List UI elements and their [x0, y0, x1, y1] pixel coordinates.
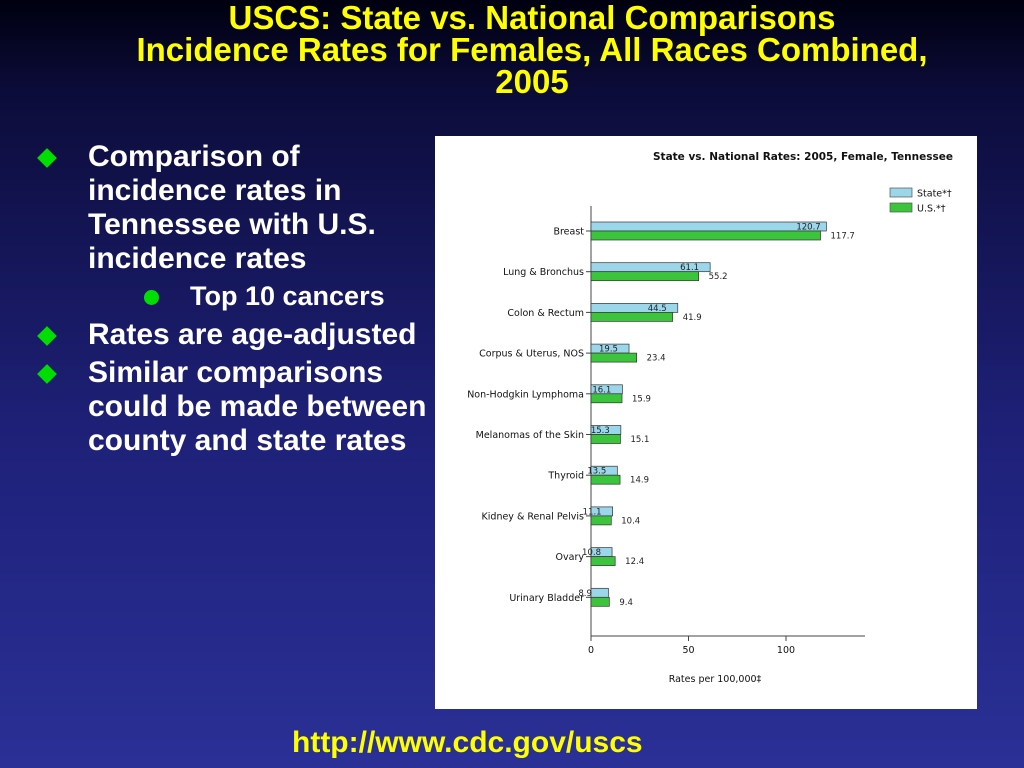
- data-label: 15.9: [632, 394, 651, 404]
- data-label: 23.4: [647, 354, 666, 364]
- data-label: 120.7: [796, 223, 820, 233]
- x-tick-label: 0: [588, 645, 594, 656]
- bar: [590, 434, 621, 444]
- bullet-item: Rates are age-adjusted: [37, 318, 438, 352]
- bullet-list: Comparison of incidence rates in Tenness…: [37, 140, 438, 462]
- bar: [590, 474, 621, 485]
- data-label: 13.5: [587, 467, 606, 477]
- x-axis-label: Rates per 100,000‡: [669, 674, 762, 685]
- category-label: Lung & Bronchus: [503, 267, 584, 278]
- source-url[interactable]: http://www.cdc.gov/uscs: [292, 726, 643, 759]
- data-label: 55.2: [709, 272, 728, 282]
- title-line-2: Incidence Rates for Females, All Races C…: [136, 31, 928, 68]
- chart-panel: State vs. National Rates: 2005, Female, …: [435, 136, 977, 709]
- bullet-text: Rates are age-adjusted: [88, 318, 417, 351]
- data-label: 8.9: [578, 589, 592, 599]
- bar-chart: State vs. National Rates: 2005, Female, …: [467, 151, 953, 685]
- category-label: Corpus & Uterus, NOS: [479, 349, 584, 360]
- bullet-text: Similar comparisons could be made betwee…: [88, 356, 427, 457]
- category-label: Ovary: [556, 552, 585, 563]
- category-label: Urinary Bladder: [509, 593, 584, 604]
- bullet-item: Similar comparisons could be made betwee…: [37, 356, 438, 458]
- bar: [590, 515, 612, 526]
- category-label: Colon & Rectum: [507, 308, 584, 319]
- data-label: 10.4: [621, 516, 640, 526]
- data-label: 11.1: [583, 507, 602, 517]
- diamond-bullet-icon: [37, 148, 57, 168]
- category-label: Breast: [553, 227, 584, 238]
- bar: [590, 556, 616, 566]
- category-label: Kidney & Renal Pelvis: [482, 511, 584, 522]
- data-label: 12.4: [625, 557, 644, 567]
- diamond-bullet-icon: [37, 364, 57, 384]
- sub-bullet-item: Top 10 cancers: [38, 280, 438, 312]
- title-line-1: USCS: State vs. National Comparisons: [228, 0, 836, 36]
- bullet-item: Comparison of incidence rates in Tenness…: [37, 140, 438, 276]
- bar: [590, 596, 610, 607]
- category-label: Melanomas of the Skin: [476, 430, 584, 441]
- bar: [590, 271, 699, 282]
- bar: [590, 393, 623, 404]
- data-label: 61.1: [680, 263, 699, 273]
- legend-swatch: [889, 187, 913, 198]
- bar: [590, 230, 821, 241]
- data-label: 9.4: [619, 598, 633, 608]
- diamond-bullet-icon: [37, 326, 57, 346]
- data-label: 10.8: [582, 548, 601, 558]
- data-label: 15.3: [591, 426, 610, 436]
- slide-title: USCS: State vs. National Comparisons Inc…: [0, 0, 1024, 100]
- x-tick-label: 100: [777, 645, 795, 656]
- data-label: 16.1: [592, 385, 611, 395]
- data-label: 41.9: [683, 313, 702, 323]
- legend-label: U.S.*†: [917, 204, 946, 215]
- title-line-3: 2005: [495, 63, 569, 100]
- bar: [590, 587, 609, 598]
- bullet-text: Comparison of incidence rates in Tenness…: [88, 140, 376, 275]
- bar: [590, 221, 827, 232]
- data-label: 44.5: [648, 304, 667, 314]
- data-label: 19.5: [599, 345, 618, 355]
- legend-swatch: [889, 202, 913, 213]
- sub-bullet-text: Top 10 cancers: [190, 281, 385, 311]
- x-tick-label: 50: [682, 645, 694, 656]
- bar: [590, 352, 637, 363]
- chart-title: State vs. National Rates: 2005, Female, …: [653, 151, 953, 163]
- legend-label: State*†: [917, 189, 952, 200]
- data-label: 14.9: [630, 476, 649, 486]
- circle-bullet-icon: [144, 290, 159, 305]
- category-label: Non-Hodgkin Lymphoma: [467, 389, 584, 400]
- data-label: 15.1: [630, 435, 649, 445]
- bar: [590, 312, 674, 322]
- category-label: Thyroid: [547, 471, 584, 482]
- data-label: 117.7: [831, 232, 855, 242]
